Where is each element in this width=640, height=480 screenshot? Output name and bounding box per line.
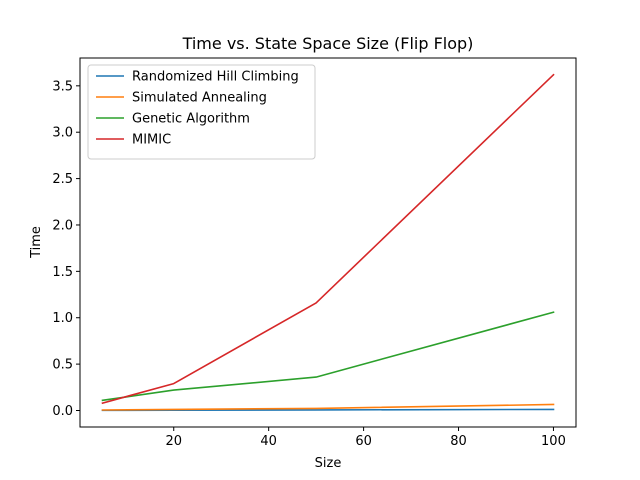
legend-entry: Genetic Algorithm xyxy=(132,112,250,127)
series-layer xyxy=(101,73,555,412)
legend-box xyxy=(87,64,316,160)
series-line-1 xyxy=(101,403,555,411)
y-tick-label: 3.0 xyxy=(52,126,73,141)
y-tick-label: 3.5 xyxy=(52,79,73,94)
legend-entry: Randomized Hill Climbing xyxy=(132,70,299,85)
series-line-3 xyxy=(101,73,555,405)
y-tick-label: 2.5 xyxy=(52,172,73,187)
y-tick-label: 0.0 xyxy=(52,404,73,419)
x-axis-title: Size xyxy=(315,456,342,471)
x-tick-label: 60 xyxy=(355,434,372,449)
chart-title: Time vs. State Space Size (Flip Flop) xyxy=(182,34,474,53)
y-tick-label: 1.5 xyxy=(52,265,73,280)
y-tick-label: 2.0 xyxy=(52,218,73,233)
legend-entry: Simulated Annealing xyxy=(132,91,267,106)
y-tick-label: 1.0 xyxy=(52,311,73,326)
ticks-layer: 20 40 60 80 100 0.0 0.5 1.0 1.5 2.0 2.5 3.0 3.5 xyxy=(52,79,566,449)
legend-entry: MIMIC xyxy=(132,133,171,148)
x-tick-label: 80 xyxy=(450,434,467,449)
x-tick-label: 100 xyxy=(541,434,566,449)
legend: Randomized Hill Climbing Simulated Anneal… xyxy=(87,64,316,160)
x-tick-label: 20 xyxy=(165,434,182,449)
series-line-2 xyxy=(101,311,555,402)
y-axis-title: Time xyxy=(29,226,44,259)
plot-frame xyxy=(79,57,577,428)
x-tick-label: 40 xyxy=(260,434,277,449)
y-tick-label: 0.5 xyxy=(52,358,73,373)
